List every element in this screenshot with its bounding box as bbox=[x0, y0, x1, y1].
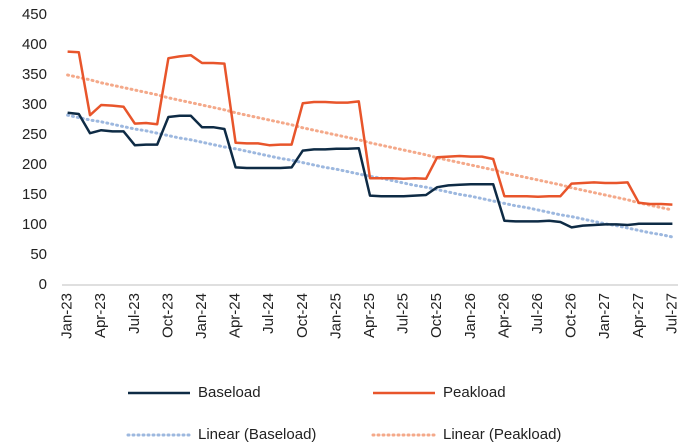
series-line bbox=[67, 111, 673, 229]
legend-label: Linear (Baseload) bbox=[198, 426, 316, 443]
legend-label: Linear (Peakload) bbox=[443, 426, 561, 443]
x-tick-label: Apr-24 bbox=[227, 293, 244, 338]
legend-label: Baseload bbox=[198, 384, 261, 401]
legend-label: Peakload bbox=[443, 384, 506, 401]
x-tick-label: Jan-24 bbox=[193, 293, 210, 339]
y-tick-label: 150 bbox=[22, 186, 47, 203]
y-tick-label: 200 bbox=[22, 156, 47, 173]
x-tick-label: Jan-23 bbox=[59, 293, 76, 339]
x-tick-label: Jul-25 bbox=[395, 293, 412, 334]
x-tick-label: Apr-25 bbox=[361, 293, 378, 338]
y-tick-label: 250 bbox=[22, 126, 47, 143]
y-tick-label: 0 bbox=[39, 276, 47, 293]
x-tick-label: Oct-24 bbox=[294, 293, 311, 338]
x-tick-label: Apr-26 bbox=[495, 293, 512, 338]
x-tick-label: Oct-25 bbox=[428, 293, 445, 338]
x-tick-label: Jan-26 bbox=[462, 293, 479, 339]
x-tick-label: Apr-23 bbox=[92, 293, 109, 338]
x-tick-label: Jul-27 bbox=[663, 293, 680, 334]
x-tick-label: Jul-24 bbox=[260, 293, 277, 334]
x-tick-label: Oct-23 bbox=[159, 293, 176, 338]
x-tick-label: Jan-25 bbox=[327, 293, 344, 339]
x-tick-label: Jan-27 bbox=[596, 293, 613, 339]
x-tick-label: Apr-27 bbox=[630, 293, 647, 338]
x-tick-label: Oct-26 bbox=[563, 293, 580, 338]
y-tick-label: 400 bbox=[22, 36, 47, 53]
x-tick-label: Jul-26 bbox=[529, 293, 546, 334]
y-tick-label: 100 bbox=[22, 216, 47, 233]
y-tick-label: 350 bbox=[22, 66, 47, 83]
y-tick-label: 50 bbox=[30, 246, 47, 263]
series-line bbox=[66, 73, 674, 212]
y-tick-label: 300 bbox=[22, 96, 47, 113]
series-line bbox=[67, 50, 673, 206]
x-tick-label: Jul-23 bbox=[126, 293, 143, 334]
y-tick-label: 450 bbox=[22, 6, 47, 23]
